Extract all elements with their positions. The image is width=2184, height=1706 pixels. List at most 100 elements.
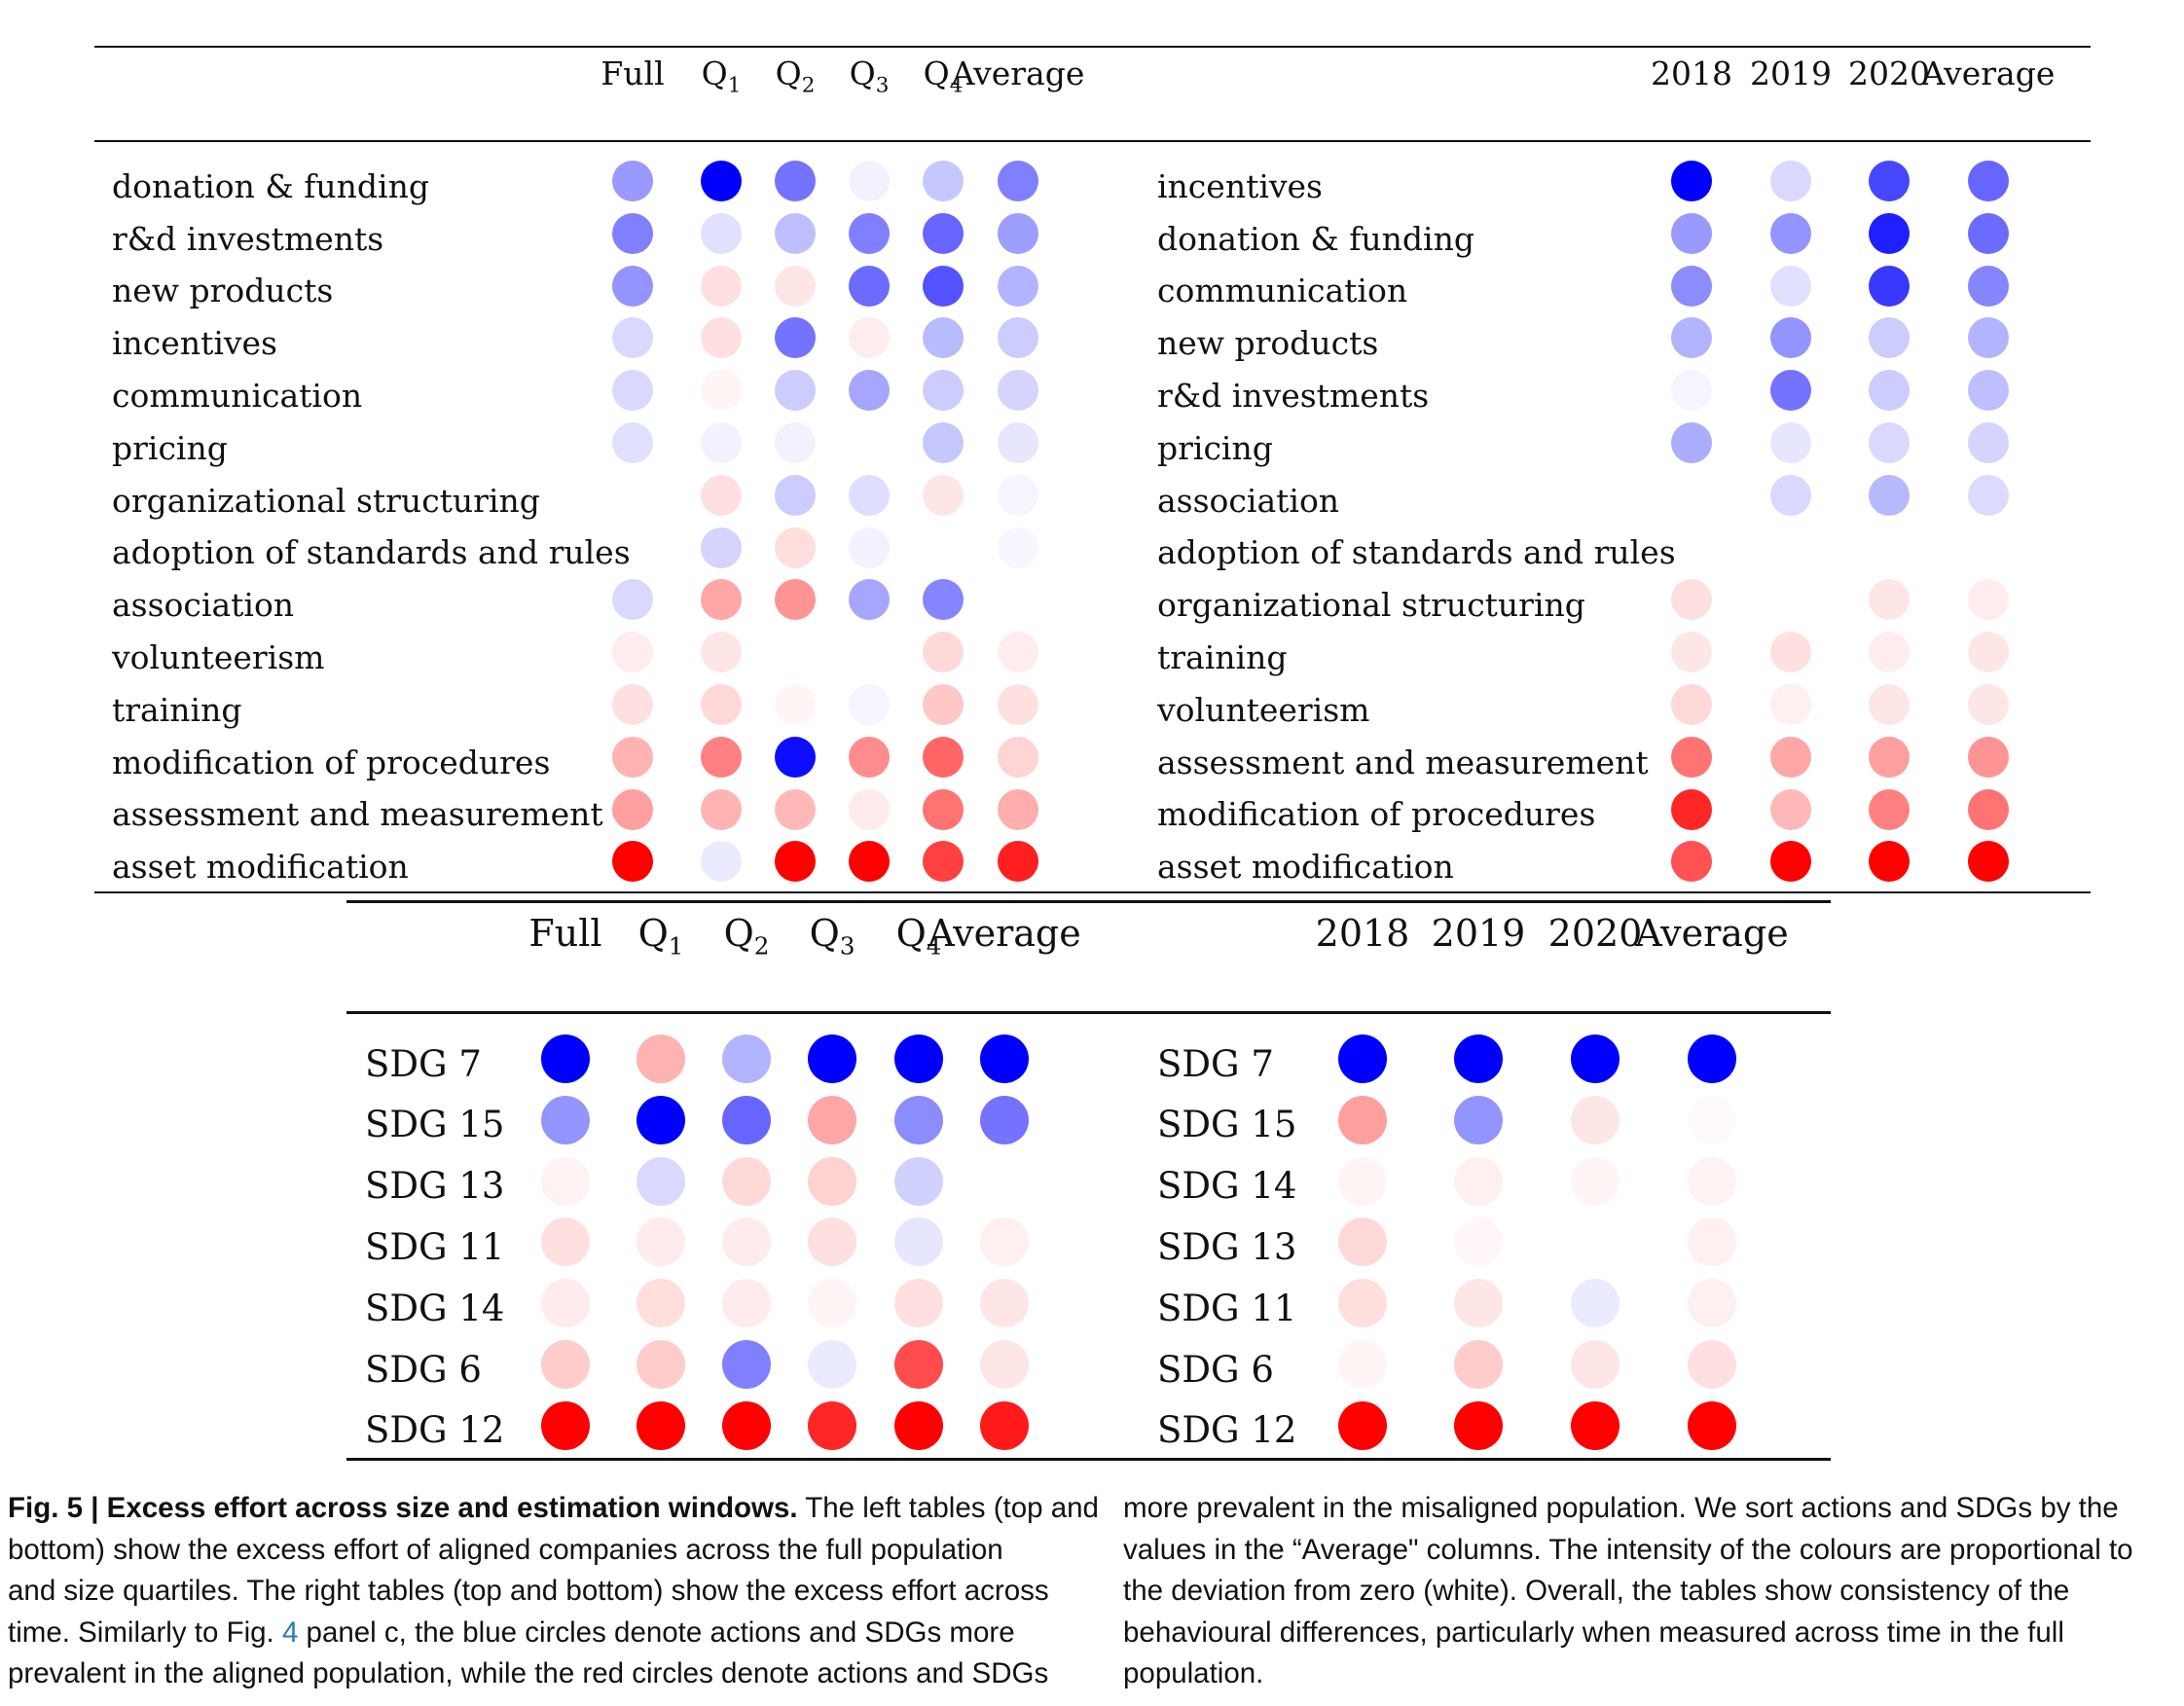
- table-top-left-circle: [923, 161, 964, 201]
- table-top-right-circle: [1869, 841, 1910, 883]
- table-top-left-circle: [923, 422, 964, 463]
- table-top-right-circle: [1671, 370, 1712, 412]
- table-bottom-left-column-header: Q4: [895, 912, 942, 962]
- table-top-left-circle: [923, 736, 964, 778]
- table-top-right-circle: [1671, 161, 1712, 201]
- table-bottom-left-row-label: SDG 13: [365, 1165, 505, 1208]
- table-bottom-right-circle: [1688, 1034, 1736, 1083]
- table-top-left-circle: [775, 841, 816, 883]
- table-top-right-circle: [1869, 579, 1910, 621]
- caption-line: more prevalent in the misaligned populat…: [1123, 1492, 2119, 1524]
- table-top-right-circle: [1671, 212, 1712, 254]
- table-top-left-circle: [612, 684, 653, 725]
- caption-line: behavioural differences, particularly wh…: [1123, 1615, 2064, 1649]
- table-top-right-circle: [1968, 841, 2009, 883]
- caption-line: population.: [1123, 1657, 1264, 1689]
- table-bottom-left-column-header: Q1: [637, 912, 684, 962]
- table-top-right-circle: [1671, 265, 1712, 307]
- table-bottom-right-row-label: SDG 11: [1157, 1287, 1297, 1329]
- table-bottom-left-circle: [808, 1279, 856, 1328]
- table-top-left-circle: [612, 579, 653, 621]
- table-bottom-left-row-label: SDG 15: [365, 1104, 505, 1146]
- table-top-left-row-label: volunteerism: [112, 638, 325, 677]
- table-top-right-circle: [1968, 684, 2009, 725]
- table-top-right-row-label: organizational structuring: [1157, 586, 1585, 625]
- table-top-left-circle: [701, 474, 742, 516]
- table-bottom-left-circle: [894, 1095, 943, 1144]
- table-bottom-right-column-header: 2020: [1547, 912, 1643, 956]
- table-top-left-circle: [849, 265, 890, 307]
- table-top-left-circle: [998, 317, 1038, 359]
- table-bottom-right-row-label: SDG 14: [1157, 1165, 1297, 1208]
- table-top-right-circle: [1671, 841, 1712, 883]
- table-top-right-circle: [1968, 370, 2009, 412]
- table-bottom-left-circle: [722, 1279, 771, 1328]
- table-bottom-right-circle: [1571, 1400, 1620, 1450]
- table-top-right-rule: [1141, 46, 2091, 48]
- table-bottom-left-circle: [637, 1400, 685, 1450]
- table-top-left-row-label: adoption of standards and rules: [112, 533, 631, 572]
- table-bottom-left-rule: [346, 1011, 1831, 1014]
- table-top-right-circle: [1968, 161, 2009, 201]
- table-bottom-left-circle: [808, 1217, 856, 1267]
- table-top-left-circle: [775, 265, 816, 307]
- table-top-right-circle: [1671, 317, 1712, 359]
- caption-line: prevalent in the aligned population, whi…: [8, 1657, 1049, 1689]
- table-top-right-circle: [1671, 579, 1712, 621]
- caption-line: values in the “Average" columns. The int…: [1123, 1533, 2133, 1566]
- table-bottom-left-row-label: SDG 12: [365, 1409, 505, 1452]
- table-top-left-row-label: modification of procedures: [112, 743, 551, 781]
- table-top-left-row-label: r&d investments: [112, 219, 384, 258]
- table-top-left-circle: [612, 265, 653, 307]
- table-bottom-right-circle: [1338, 1400, 1387, 1450]
- table-top-right-circle: [1869, 684, 1910, 725]
- table-top-left-circle: [849, 788, 890, 830]
- caption-line: and size quartiles. The right tables (to…: [8, 1575, 1049, 1607]
- table-top-right-row-label: adoption of standards and rules: [1157, 533, 1676, 572]
- table-top-right-column-header: 2019: [1750, 54, 1832, 92]
- table-top-left-circle: [923, 579, 964, 621]
- table-bottom-left-circle: [541, 1217, 590, 1267]
- table-top-left-column-header: Average: [951, 54, 1085, 92]
- table-top-left-circle: [612, 317, 653, 359]
- table-top-left-row-label: new products: [112, 272, 334, 310]
- table-bottom-right-circle: [1688, 1156, 1736, 1206]
- table-top-right-circle: [1671, 422, 1712, 463]
- table-top-right-row-label: donation & funding: [1157, 219, 1474, 258]
- table-top-right-circle: [1770, 632, 1811, 673]
- table-top-left-circle: [998, 212, 1038, 254]
- table-top-right-row-label: new products: [1157, 324, 1379, 363]
- table-top-right-circle: [1770, 265, 1811, 307]
- table-bottom-left-circle: [894, 1156, 943, 1206]
- table-bottom-right-circle: [1338, 1156, 1387, 1206]
- table-bottom-right-row-label: SDG 13: [1157, 1226, 1297, 1269]
- table-bottom-left-circle: [722, 1400, 771, 1450]
- table-top-left-circle: [775, 212, 816, 254]
- table-bottom-left-circle: [808, 1034, 856, 1083]
- table-top-left-circle: [998, 370, 1038, 412]
- table-top-right-circle: [1770, 317, 1811, 359]
- table-top-left-row-label: pricing: [112, 428, 228, 467]
- table-top-right-circle: [1869, 370, 1910, 412]
- table-top-right-circle: [1968, 474, 2009, 516]
- table-top-left-circle: [775, 161, 816, 201]
- table-top-right-circle: [1770, 161, 1811, 201]
- table-top-right-row-label: communication: [1157, 272, 1408, 310]
- table-top-left-circle: [701, 684, 742, 725]
- table-top-left-circle: [701, 632, 742, 673]
- table-bottom-left-column-header: Q2: [723, 912, 770, 962]
- table-bottom-left-circle: [980, 1340, 1029, 1389]
- table-top-right-rule: [1141, 140, 2091, 142]
- table-bottom-right-circle: [1454, 1095, 1503, 1144]
- table-top-left-circle: [849, 474, 890, 516]
- table-top-left-circle: [998, 265, 1038, 307]
- table-top-left-circle: [998, 788, 1038, 830]
- table-top-left-row-label: asset modification: [112, 848, 409, 887]
- table-bottom-left-circle: [722, 1034, 771, 1083]
- table-top-left-circle: [923, 632, 964, 673]
- table-top-left-circle: [775, 526, 816, 568]
- table-bottom-right-row-label: SDG 6: [1157, 1348, 1274, 1391]
- caption-column-right: more prevalent in the misaligned populat…: [1123, 1488, 2179, 1695]
- table-bottom-left-circle: [808, 1340, 856, 1389]
- table-bottom-right-circle: [1454, 1279, 1503, 1328]
